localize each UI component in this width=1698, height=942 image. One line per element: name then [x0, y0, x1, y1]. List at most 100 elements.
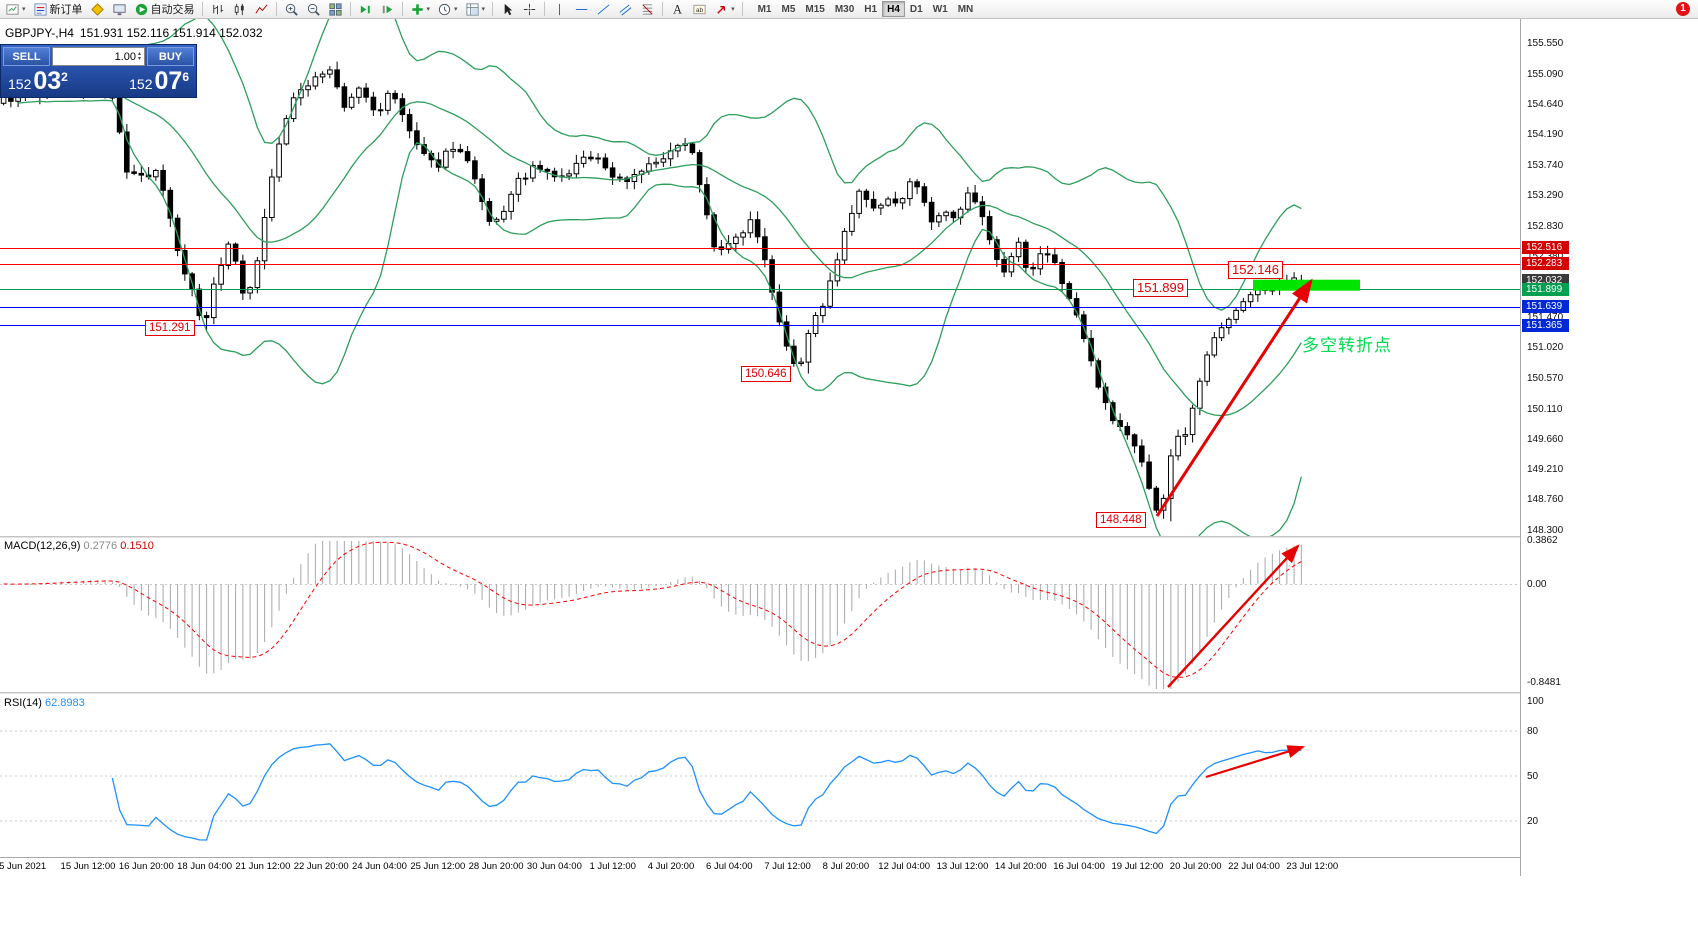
autotrading-button[interactable]: 自动交易 [131, 1, 198, 18]
volume-input[interactable]: 1.00 ▴ ▾ [52, 47, 145, 66]
bar-chart-mode-icon [212, 4, 223, 14]
timeframe-group: M1 M5 M15 M30 H1 H4 D1 W1 MN [753, 1, 979, 17]
new-order-button[interactable]: 新订单 [30, 1, 86, 18]
chart-shift-button[interactable] [377, 1, 398, 18]
spinner-down-icon[interactable]: ▾ [137, 55, 141, 62]
sell-price[interactable]: 152032 [8, 67, 68, 95]
price-axis[interactable]: 155.550 155.090 154.640 154.190 153.740 153.2… [1521, 0, 1599, 942]
time-label: 6 Jul 04:00 [706, 861, 753, 872]
rsi-panel[interactable] [0, 694, 1520, 856]
auto-scroll-button[interactable] [355, 1, 376, 18]
bar-chart-mode-button[interactable] [207, 1, 228, 18]
candlestick-mode-button[interactable] [229, 1, 250, 18]
price-tick: 153.290 [1527, 189, 1564, 201]
crosshair-tool-button[interactable] [519, 1, 540, 18]
toolbar-separator [492, 2, 494, 16]
panel-separator[interactable] [0, 536, 1520, 538]
volume-spinner[interactable]: ▴ ▾ [136, 50, 143, 62]
text-tool-icon: A [673, 2, 682, 16]
time-label: 12 Jul 04:00 [878, 861, 931, 872]
fibonacci-tool-button[interactable] [637, 1, 658, 18]
spinner-up-icon[interactable]: ▴ [137, 50, 141, 57]
trendline-tool-button[interactable] [593, 1, 614, 18]
timeframe-m15-button[interactable]: M15 [800, 1, 829, 17]
rsi-scale-tick: 80 [1527, 726, 1539, 737]
terminal-window-button[interactable] [109, 1, 130, 18]
timeframe-m30-button[interactable]: M30 [830, 1, 859, 17]
annotation-text[interactable]: 多空转折点 [1302, 336, 1392, 355]
price-callout[interactable]: 151.899 [1133, 279, 1188, 297]
zoom-out-icon [307, 3, 320, 16]
timeframe-m1-button[interactable]: M1 [753, 1, 777, 17]
timeframe-h1-button[interactable]: H1 [859, 1, 882, 17]
rsi-value: 62.8983 [44, 697, 85, 709]
templates-menu-button[interactable]: ▾ [462, 1, 489, 18]
price-callout[interactable]: 148.448 [1096, 512, 1146, 528]
time-label: 22 Jun 20:00 [293, 861, 349, 872]
zoom-out-button[interactable] [303, 1, 324, 18]
trendline-tool-icon [597, 3, 610, 15]
macd-signal-line [3, 541, 1302, 679]
toolbar-separator [544, 2, 546, 16]
price-callout[interactable]: 151.291 [145, 320, 195, 336]
time-label: 13 Jul 12:00 [936, 861, 989, 872]
timeframe-h4-button[interactable]: H4 [882, 1, 905, 17]
price-tick: 150.110 [1527, 403, 1563, 415]
dropdown-arrow-icon: ▾ [22, 5, 26, 13]
buy-button[interactable]: BUY [147, 47, 194, 66]
price-tick: 151.470 [1527, 312, 1564, 324]
toolbar-separator [401, 2, 403, 16]
channel-tool-button[interactable] [615, 1, 636, 18]
cursor-tool-button[interactable] [497, 1, 518, 18]
auto-scroll-icon [360, 5, 370, 13]
macd-scale-tick: -0.8481 [1527, 676, 1561, 688]
time-label: 1 Jul 12:00 [589, 861, 636, 872]
arrows-tool-button[interactable]: ▾ [711, 1, 738, 18]
timeframe-mn-button[interactable]: MN [953, 1, 979, 17]
notification-badge[interactable]: 1 [1676, 2, 1690, 16]
toolbar-separator [741, 2, 743, 16]
vertical-line-tool-button[interactable] [549, 1, 570, 18]
line-chart-mode-button[interactable] [251, 1, 272, 18]
macd-arrow[interactable] [1167, 544, 1300, 688]
macd-histogram [10, 541, 1302, 689]
price-callout[interactable]: 152.146 [1228, 261, 1283, 279]
macd-main-value: 0.2776 [83, 540, 118, 552]
text-tool-button[interactable]: A [667, 1, 688, 18]
main-price-chart[interactable] [0, 19, 1520, 536]
new-chart-button[interactable]: ▾ [2, 1, 29, 18]
svg-text:A: A [673, 2, 682, 16]
new-chart-icon [6, 3, 19, 15]
rsi-label: RSI(14) 62.8983 [4, 697, 85, 709]
horizontal-line-tool-button[interactable] [571, 1, 592, 18]
price-callout[interactable]: 150.646 [741, 366, 791, 382]
buy-price[interactable]: 152076 [129, 67, 189, 95]
line-chart-mode-icon [255, 4, 268, 14]
price-tick: 155.550 [1527, 38, 1564, 49]
timeframe-m5-button[interactable]: M5 [776, 1, 800, 17]
timeframe-d1-button[interactable]: D1 [905, 1, 928, 17]
label-tool-button[interactable]: ab [689, 1, 710, 18]
rsi-arrow[interactable] [1205, 745, 1306, 779]
panel-separator[interactable] [0, 692, 1520, 694]
chart-title: GBPJPY-,H4 151.931 152.116 151.914 152.03… [5, 26, 263, 40]
time-label: 4 Jul 20:00 [647, 861, 695, 872]
mql5-community-button[interactable] [87, 1, 108, 18]
indicators-menu-button[interactable]: ▾ [407, 1, 434, 18]
macd-panel[interactable] [0, 538, 1520, 692]
tile-windows-button[interactable] [325, 1, 346, 18]
time-label: 22 Jul 04:00 [1228, 861, 1280, 872]
timeframe-w1-button[interactable]: W1 [928, 1, 953, 17]
time-label: 19 Jul 12:00 [1111, 861, 1164, 872]
zoom-in-button[interactable] [281, 1, 302, 18]
macd-signal-value: 0.1510 [120, 540, 154, 552]
macd-name: MACD(12,26,9) [4, 540, 81, 552]
sell-button[interactable]: SELL [3, 47, 50, 66]
rsi-line [111, 743, 1302, 841]
trend-arrow[interactable] [1155, 278, 1313, 517]
cursor-tool-icon [504, 3, 513, 15]
macd-label: MACD(12,26,9) 0.2776 0.1510 [4, 540, 154, 552]
periods-menu-button[interactable]: ▾ [434, 1, 461, 18]
dropdown-arrow-icon: ▾ [731, 5, 735, 13]
